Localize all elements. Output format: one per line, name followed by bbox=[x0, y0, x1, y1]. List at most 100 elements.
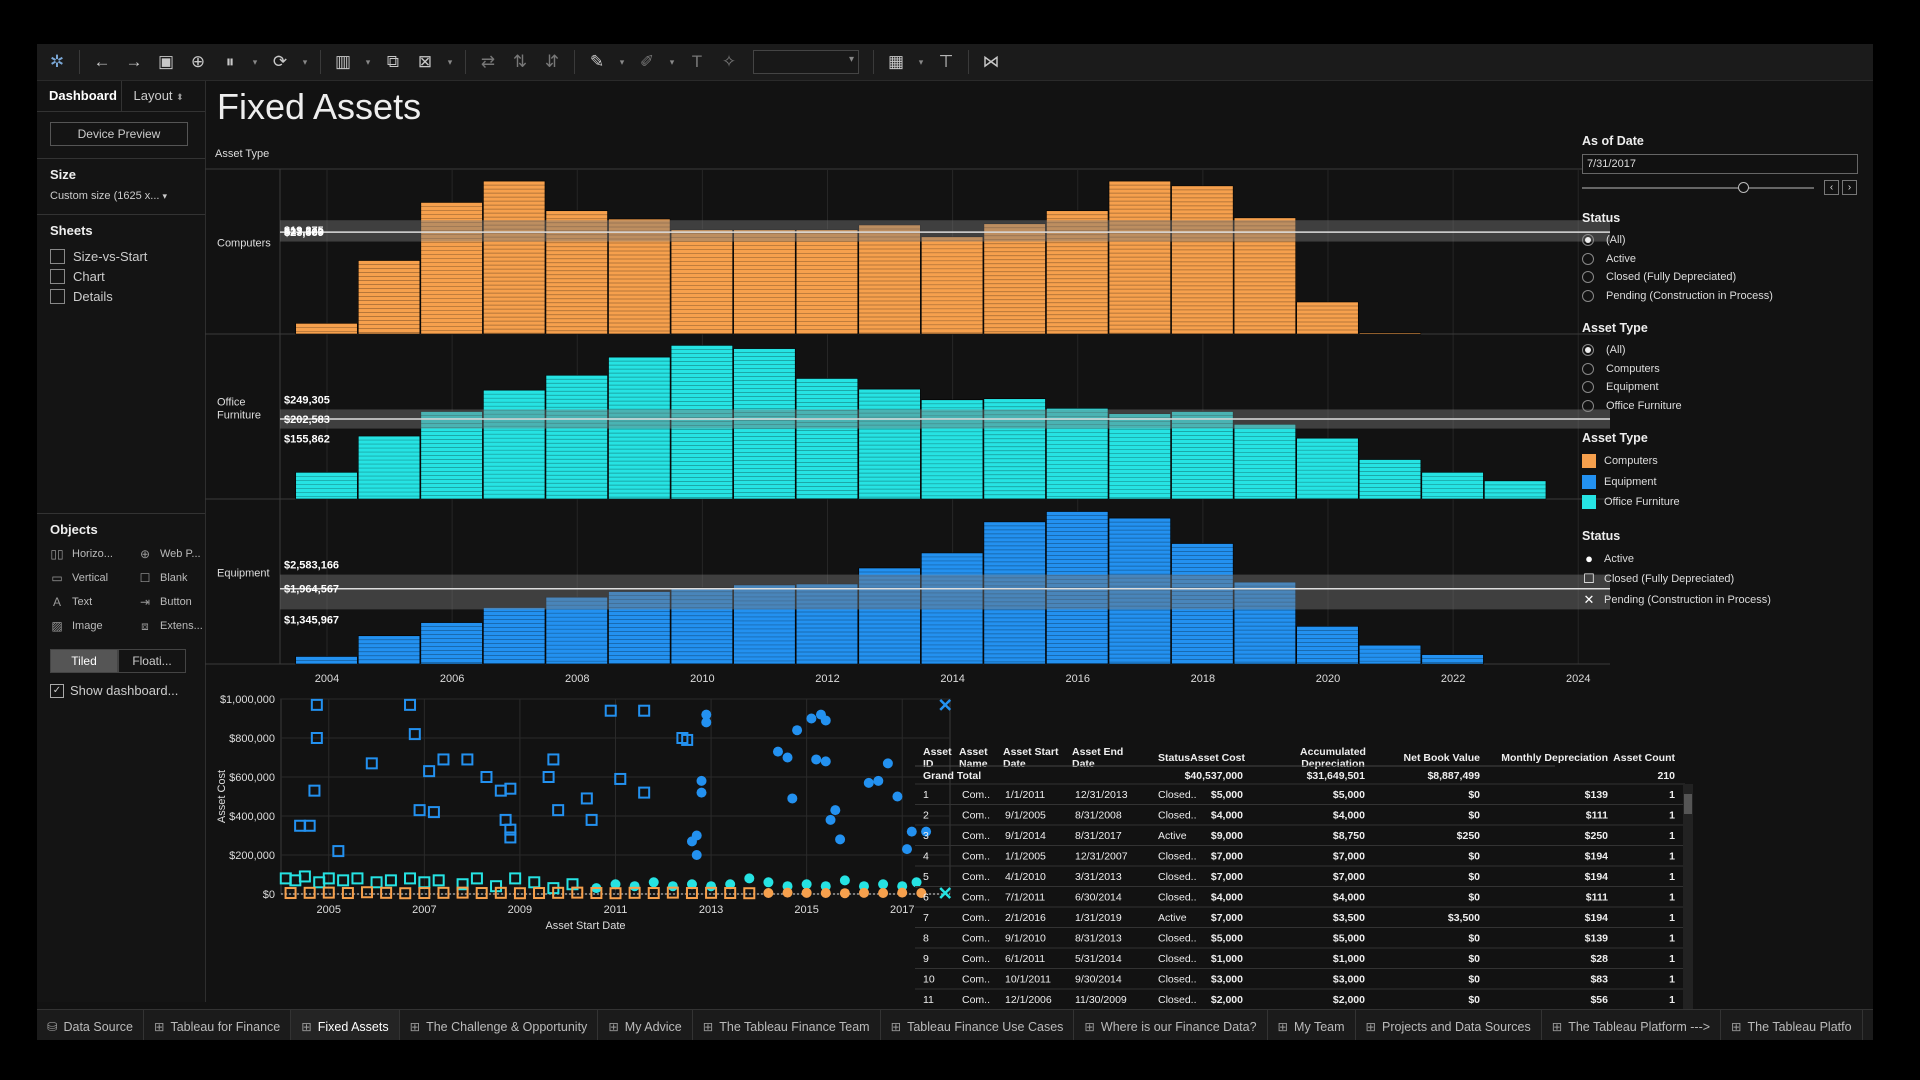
new-datasource-icon[interactable]: ⊕ bbox=[190, 52, 206, 71]
radio-selected-icon[interactable] bbox=[1582, 234, 1594, 247]
status-option[interactable]: (All) bbox=[1582, 231, 1872, 250]
new-sheet-icon[interactable]: ▥ bbox=[334, 52, 352, 71]
color-legend-item[interactable]: Equipment bbox=[1582, 472, 1872, 493]
tab-dashboard[interactable]: Dashboard bbox=[49, 88, 117, 103]
tab-dashboard[interactable]: ⊞ Where is our Finance Data? bbox=[1074, 1010, 1268, 1040]
refresh-dropdown-icon[interactable]: ▾ bbox=[302, 56, 308, 67]
asset-type-option[interactable]: Equipment bbox=[1582, 378, 1872, 397]
radio-icon[interactable] bbox=[1582, 381, 1594, 394]
size-dropdown[interactable]: Custom size (1625 x... ▾ bbox=[50, 190, 205, 202]
status-option[interactable]: Pending (Construction in Process) bbox=[1582, 287, 1872, 306]
tab-label: Where is our Finance Data? bbox=[1100, 1020, 1257, 1034]
date-slider[interactable]: ‹ › bbox=[1582, 180, 1872, 195]
new-sheet-dropdown-icon[interactable]: ▾ bbox=[365, 56, 371, 67]
table-cell: 4 bbox=[923, 851, 929, 863]
prev-icon[interactable]: ‹ bbox=[1824, 180, 1839, 195]
pause-dropdown-icon[interactable]: ▾ bbox=[252, 56, 258, 67]
shape-legend-item[interactable]: ☐ Closed (Fully Depreciated) bbox=[1582, 569, 1872, 590]
tab-data-source[interactable]: ⛁ Data Source bbox=[37, 1010, 144, 1040]
tab-dashboard[interactable]: ⊞ The Tableau Finance Team bbox=[693, 1010, 881, 1040]
object-vertical[interactable]: ▭ Vertical bbox=[50, 569, 138, 587]
refresh-icon[interactable]: ⟳ bbox=[272, 52, 288, 71]
tab-dashboard[interactable]: ⊞ Projects and Data Sources bbox=[1356, 1010, 1542, 1040]
object-blank[interactable]: ☐ Blank bbox=[138, 569, 210, 587]
radio-icon[interactable] bbox=[1582, 252, 1594, 265]
object-horizontal[interactable]: ▯▯ Horizo... bbox=[50, 545, 138, 563]
scatter-point-square bbox=[308, 784, 321, 797]
show-me-icon[interactable]: ▦ bbox=[887, 52, 905, 71]
sheet-item[interactable]: Details bbox=[50, 286, 205, 306]
scatter-chart[interactable]: $1,000,000 $800,000 $600,000 $400,000 $200,0… bbox=[205, 684, 955, 1024]
status-option[interactable]: Active bbox=[1582, 250, 1872, 269]
label-icon[interactable]: T bbox=[691, 52, 703, 71]
highlight-dropdown-icon[interactable]: ▾ bbox=[619, 56, 625, 67]
tab-dashboard-active[interactable]: ⊞ Fixed Assets bbox=[291, 1010, 400, 1040]
show-dashboard-title[interactable]: ✓ Show dashboard... bbox=[50, 683, 205, 698]
object-image[interactable]: ▨ Image bbox=[50, 617, 138, 635]
as-of-date-input[interactable]: 7/31/2017 bbox=[1582, 154, 1858, 174]
asset-type-option[interactable]: (All) bbox=[1582, 341, 1872, 360]
radio-icon[interactable] bbox=[1582, 289, 1594, 302]
radio-icon[interactable] bbox=[1582, 271, 1594, 284]
tab-label: The Challenge & Opportunity bbox=[426, 1020, 588, 1034]
share-icon[interactable]: ⋈ bbox=[982, 52, 1000, 71]
sheet-item[interactable]: Size-vs-Start bbox=[50, 246, 205, 266]
shape-legend-item[interactable]: ✕ Pending (Construction in Process) bbox=[1582, 590, 1872, 611]
tab-dashboard[interactable]: ⊞ Tableau Finance Use Cases bbox=[881, 1010, 1075, 1040]
tab-dashboard[interactable]: ⊞ Tableau for Finance bbox=[144, 1010, 292, 1040]
vertical-icon: ▭ bbox=[51, 571, 63, 585]
color-legend-item[interactable]: Computers bbox=[1582, 451, 1872, 472]
object-web-page[interactable]: ⊕ Web P... bbox=[138, 545, 210, 563]
table-cell: 1 bbox=[1669, 892, 1675, 904]
object-extension[interactable]: ⧈ Extens... bbox=[138, 617, 210, 635]
tab-dashboard[interactable]: ⊞ The Tableau Platfo bbox=[1721, 1010, 1863, 1040]
group-dropdown-icon[interactable]: ▾ bbox=[669, 56, 675, 67]
tab-dashboard[interactable]: ⊞ The Challenge & Opportunity bbox=[400, 1010, 599, 1040]
duplicate-icon[interactable]: ⧉ bbox=[386, 52, 400, 71]
group-icon[interactable]: ✐ bbox=[639, 52, 655, 71]
color-legend-item[interactable]: Office Furniture bbox=[1582, 492, 1872, 513]
sheet-item[interactable]: Chart bbox=[50, 266, 205, 286]
radio-icon[interactable] bbox=[1582, 399, 1594, 412]
highlight-icon[interactable]: ✎ bbox=[589, 52, 605, 71]
device-preview-button[interactable]: Device Preview bbox=[50, 122, 188, 146]
tiled-button[interactable]: Tiled bbox=[50, 649, 118, 673]
tab-dashboard[interactable]: ⊞ My Team bbox=[1268, 1010, 1356, 1040]
save-icon[interactable]: ▣ bbox=[157, 52, 175, 71]
show-me-dropdown-icon[interactable]: ▾ bbox=[918, 56, 924, 67]
tab-layout[interactable]: Layout ⬍ bbox=[120, 81, 206, 111]
presentation-icon[interactable]: ⊤ bbox=[938, 52, 954, 71]
object-text[interactable]: A Text bbox=[50, 593, 138, 611]
tableau-logo-icon[interactable]: ✲ bbox=[49, 52, 65, 71]
shape-legend-heading: Status bbox=[1582, 528, 1621, 543]
scatter-point-square bbox=[494, 886, 507, 899]
pin-icon[interactable]: ✧ bbox=[721, 52, 737, 71]
y-tick-label: $1,000,000 bbox=[220, 694, 275, 706]
radio-icon[interactable] bbox=[1582, 362, 1594, 375]
object-button[interactable]: ⇥ Button bbox=[138, 593, 210, 611]
floating-button[interactable]: Floati... bbox=[118, 649, 186, 673]
pause-icon[interactable]: ⏸ bbox=[225, 52, 235, 71]
next-icon[interactable]: › bbox=[1842, 180, 1857, 195]
sort-asc-icon[interactable]: ⇅ bbox=[512, 52, 528, 71]
radio-selected-icon[interactable] bbox=[1582, 344, 1594, 357]
fit-dropdown[interactable] bbox=[753, 50, 859, 74]
histogram-bar bbox=[1171, 185, 1234, 335]
slider-thumb[interactable] bbox=[1738, 181, 1749, 193]
redo-icon[interactable]: → bbox=[125, 52, 143, 71]
asset-type-option[interactable]: Office Furniture bbox=[1582, 397, 1872, 416]
tab-dashboard[interactable]: ⊞ The Tableau Platform ---> bbox=[1542, 1010, 1722, 1040]
status-option[interactable]: Closed (Fully Depreciated) bbox=[1582, 268, 1872, 287]
clear-icon[interactable]: ⊠ bbox=[417, 52, 433, 71]
histogram-chart[interactable]: Asset Type 2004 2006 2008 2010 2012 2014 2016 20… bbox=[205, 139, 1615, 719]
clear-dropdown-icon[interactable]: ▾ bbox=[447, 56, 453, 67]
tab-dashboard[interactable]: ⊞ My Advice bbox=[598, 1010, 693, 1040]
checkbox-checked-icon[interactable]: ✓ bbox=[50, 683, 64, 698]
asset-type-option[interactable]: Computers bbox=[1582, 360, 1872, 379]
shape-legend-item[interactable]: ● Active bbox=[1582, 549, 1872, 570]
undo-icon[interactable]: ← bbox=[93, 52, 111, 71]
sort-desc-icon[interactable]: ⇵ bbox=[544, 52, 560, 71]
scatter-point-square bbox=[456, 878, 469, 891]
swap-icon[interactable]: ⇄ bbox=[480, 52, 496, 71]
